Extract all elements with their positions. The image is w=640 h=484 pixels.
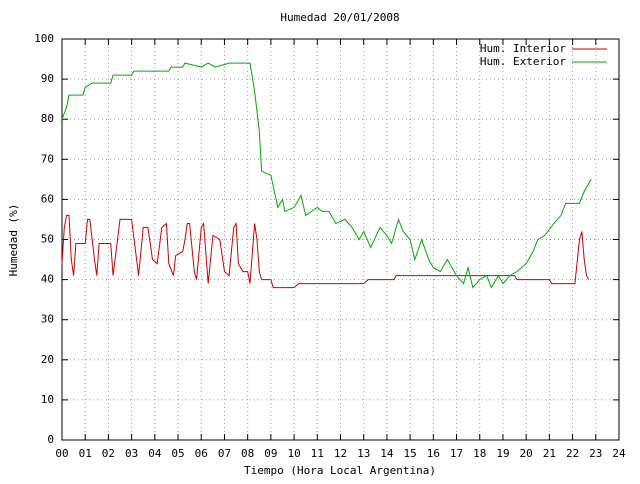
y-tick-label: 60 bbox=[41, 192, 54, 205]
series-line bbox=[61, 214, 590, 289]
x-tick-label: 18 bbox=[473, 447, 486, 460]
x-tick-label: 10 bbox=[287, 447, 300, 460]
x-tick-label: 16 bbox=[427, 447, 440, 460]
x-tick-label: 13 bbox=[357, 447, 370, 460]
x-tick-label: 04 bbox=[148, 447, 162, 460]
x-tick-label: 22 bbox=[566, 447, 579, 460]
chart-title: Humedad 20/01/2008 bbox=[280, 11, 399, 24]
x-tick-label: 00 bbox=[55, 447, 68, 460]
x-tick-label: 07 bbox=[218, 447, 231, 460]
y-axis-label: Humedad (%) bbox=[7, 204, 20, 277]
x-tick-label: 17 bbox=[450, 447, 463, 460]
y-tick-label: 30 bbox=[41, 313, 54, 326]
x-tick-label: 09 bbox=[264, 447, 277, 460]
x-tick-label: 02 bbox=[102, 447, 115, 460]
x-tick-label: 03 bbox=[125, 447, 138, 460]
x-axis-label: Tiempo (Hora Local Argentina) bbox=[244, 464, 436, 477]
x-tick-label: 19 bbox=[496, 447, 509, 460]
x-tick-label: 12 bbox=[334, 447, 347, 460]
y-tick-label: 100 bbox=[34, 32, 54, 45]
x-tick-label: 01 bbox=[79, 447, 92, 460]
y-tick-label: 0 bbox=[47, 433, 54, 446]
x-tick-label: 11 bbox=[311, 447, 324, 460]
x-tick-label: 05 bbox=[171, 447, 184, 460]
x-tick-label: 23 bbox=[589, 447, 602, 460]
series-line bbox=[61, 62, 592, 289]
y-tick-label: 90 bbox=[41, 72, 54, 85]
x-tick-label: 08 bbox=[241, 447, 254, 460]
x-tick-label: 20 bbox=[520, 447, 533, 460]
plot-border bbox=[61, 38, 620, 441]
y-tick-label: 40 bbox=[41, 273, 54, 286]
x-tick-label: 06 bbox=[195, 447, 208, 460]
y-tick-label: 50 bbox=[41, 233, 54, 246]
x-tick-label: 15 bbox=[404, 447, 417, 460]
legend-label: Hum. Interior bbox=[480, 42, 566, 55]
y-tick-label: 10 bbox=[41, 393, 54, 406]
x-tick-label: 21 bbox=[543, 447, 556, 460]
y-tick-label: 70 bbox=[41, 152, 54, 165]
y-tick-label: 20 bbox=[41, 353, 54, 366]
x-tick-label: 14 bbox=[380, 447, 394, 460]
x-tick-label: 24 bbox=[612, 447, 626, 460]
legend-label: Hum. Exterior bbox=[480, 55, 566, 68]
y-tick-label: 80 bbox=[41, 112, 54, 125]
